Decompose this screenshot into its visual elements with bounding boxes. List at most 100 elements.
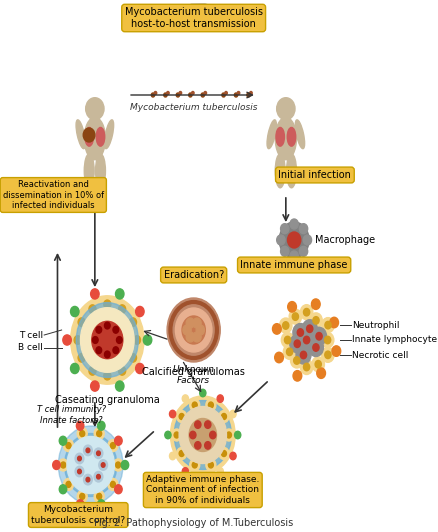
- Circle shape: [71, 306, 79, 317]
- Text: Neutrophil: Neutrophil: [351, 320, 399, 329]
- Circle shape: [192, 462, 197, 468]
- Circle shape: [64, 478, 73, 491]
- Text: Eradication?: Eradication?: [163, 270, 223, 280]
- Circle shape: [292, 313, 298, 320]
- Circle shape: [171, 429, 181, 441]
- Circle shape: [249, 92, 252, 95]
- Circle shape: [71, 332, 84, 347]
- Text: Mycobacterium tuberculosis
host-to-host transmission: Mycobacterium tuberculosis host-to-host …: [124, 7, 262, 29]
- Circle shape: [96, 493, 102, 500]
- Circle shape: [108, 478, 117, 491]
- Circle shape: [179, 406, 226, 463]
- Circle shape: [96, 347, 102, 354]
- Circle shape: [115, 289, 124, 299]
- Circle shape: [116, 363, 128, 379]
- Circle shape: [289, 309, 301, 324]
- Circle shape: [116, 302, 128, 317]
- Circle shape: [219, 411, 229, 422]
- Circle shape: [208, 462, 213, 468]
- Text: Fig. 2. Pathophysiology of M.Tuberculosis: Fig. 2. Pathophysiology of M.Tuberculosi…: [94, 518, 293, 528]
- Circle shape: [237, 92, 239, 95]
- Circle shape: [188, 93, 191, 97]
- Text: Caseating granuloma: Caseating granuloma: [55, 395, 159, 405]
- Circle shape: [182, 316, 205, 344]
- Circle shape: [101, 463, 105, 467]
- Circle shape: [71, 363, 79, 373]
- Circle shape: [303, 363, 309, 371]
- Circle shape: [281, 332, 293, 347]
- Ellipse shape: [84, 117, 105, 160]
- Circle shape: [101, 368, 113, 384]
- Circle shape: [114, 485, 122, 494]
- Circle shape: [83, 475, 92, 485]
- Ellipse shape: [76, 120, 85, 148]
- Ellipse shape: [286, 154, 296, 188]
- Circle shape: [59, 436, 67, 445]
- Circle shape: [78, 318, 85, 327]
- Circle shape: [192, 318, 201, 328]
- Circle shape: [75, 350, 88, 365]
- Circle shape: [96, 475, 100, 479]
- Circle shape: [194, 421, 201, 428]
- Circle shape: [66, 443, 71, 448]
- Circle shape: [115, 381, 124, 391]
- Circle shape: [306, 325, 312, 332]
- Circle shape: [133, 336, 140, 344]
- Circle shape: [311, 299, 319, 310]
- Circle shape: [75, 466, 84, 477]
- Circle shape: [234, 431, 240, 439]
- Circle shape: [75, 453, 84, 464]
- Circle shape: [75, 314, 88, 330]
- Circle shape: [174, 432, 179, 438]
- Ellipse shape: [84, 154, 94, 188]
- Circle shape: [77, 428, 87, 439]
- Circle shape: [63, 335, 71, 345]
- Circle shape: [204, 92, 206, 95]
- Circle shape: [209, 431, 215, 439]
- Circle shape: [110, 443, 115, 448]
- Circle shape: [129, 354, 136, 362]
- Circle shape: [130, 332, 143, 347]
- Circle shape: [78, 456, 81, 461]
- Circle shape: [86, 363, 99, 379]
- Circle shape: [96, 430, 102, 437]
- Circle shape: [314, 361, 321, 368]
- Circle shape: [192, 402, 197, 408]
- Ellipse shape: [276, 128, 284, 146]
- Circle shape: [299, 223, 307, 234]
- Circle shape: [221, 93, 225, 97]
- Circle shape: [201, 93, 204, 97]
- Circle shape: [166, 92, 169, 95]
- Circle shape: [77, 491, 87, 502]
- Circle shape: [186, 332, 194, 342]
- Circle shape: [174, 401, 231, 470]
- Circle shape: [113, 459, 123, 471]
- Circle shape: [59, 485, 67, 494]
- Circle shape: [284, 336, 290, 344]
- Circle shape: [76, 421, 84, 430]
- Circle shape: [295, 346, 310, 364]
- Circle shape: [189, 431, 195, 439]
- Ellipse shape: [85, 128, 93, 146]
- Ellipse shape: [96, 128, 105, 146]
- Circle shape: [103, 300, 110, 309]
- Circle shape: [86, 448, 90, 453]
- Circle shape: [293, 340, 300, 347]
- Circle shape: [196, 325, 204, 335]
- Circle shape: [205, 459, 215, 471]
- Circle shape: [96, 451, 100, 455]
- Circle shape: [94, 428, 104, 439]
- Text: B cell: B cell: [18, 344, 43, 353]
- Circle shape: [176, 411, 186, 422]
- Bar: [91, 119, 98, 126]
- Circle shape: [126, 350, 139, 365]
- Circle shape: [280, 223, 288, 234]
- Circle shape: [300, 360, 312, 375]
- Text: Mycobacterium
tuberculosis control?: Mycobacterium tuberculosis control?: [31, 505, 125, 525]
- Circle shape: [176, 447, 186, 460]
- Circle shape: [286, 348, 292, 355]
- Ellipse shape: [275, 117, 296, 160]
- Circle shape: [58, 459, 68, 471]
- Circle shape: [221, 413, 226, 420]
- Circle shape: [230, 410, 236, 418]
